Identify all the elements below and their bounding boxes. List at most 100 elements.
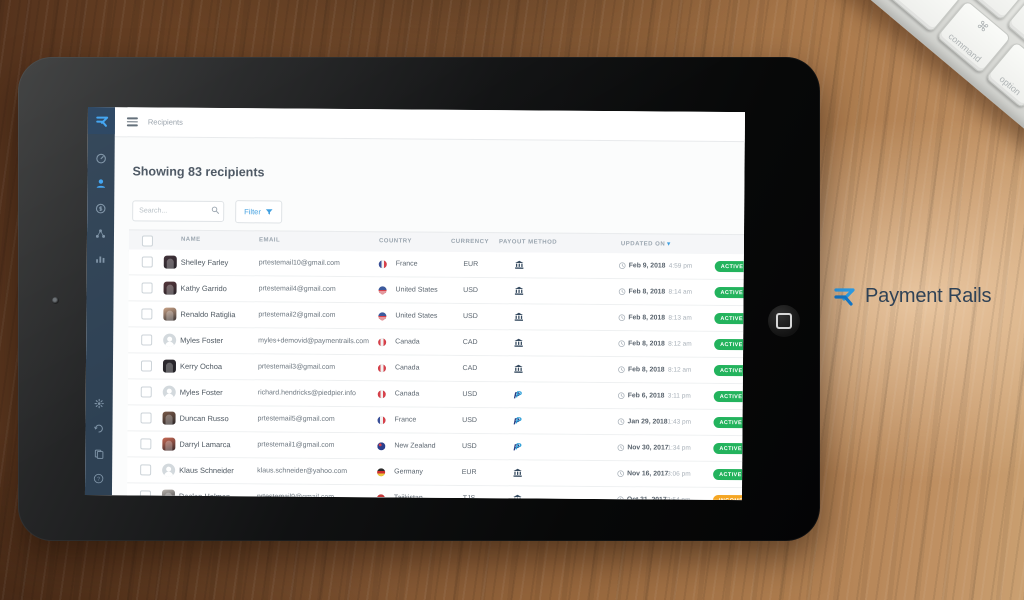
recipient-country: Canada: [394, 364, 420, 372]
sidebar-item-settings[interactable]: [86, 391, 113, 416]
recipient-name: Darryl Lamarca: [179, 439, 231, 450]
clock-icon: [617, 487, 624, 501]
sidebar-item-recipients[interactable]: [87, 171, 114, 196]
table-row[interactable]: Duncan Russo prtestemail5@gmail.com Fran…: [127, 405, 744, 437]
column-header-status[interactable]: STATUS: [744, 241, 745, 247]
row-checkbox[interactable]: [139, 490, 151, 501]
table-row[interactable]: Darryl Lamarca prtestemail1@gmail.com Ne…: [127, 431, 744, 463]
sidebar-item-history[interactable]: [85, 416, 112, 441]
docs-icon: [94, 449, 104, 459]
status-badge: ACTIVE: [714, 312, 744, 325]
row-checkbox[interactable]: [141, 308, 153, 320]
tablet-device: ? Recipients Showing 83 recipients: [18, 57, 820, 541]
updated-time: 4:59 pm: [668, 262, 693, 270]
svg-text:?: ?: [97, 477, 100, 483]
recipient-email: myles+demovid@paymentrails.com: [258, 337, 369, 346]
updated-time: 8:13 am: [668, 314, 692, 322]
row-checkbox[interactable]: [141, 256, 153, 268]
app-logo-icon: [95, 116, 108, 127]
column-header-email[interactable]: EMAIL: [258, 237, 281, 244]
table-row[interactable]: Myles Foster richard.hendricks@piedpier.…: [127, 379, 744, 411]
filter-button[interactable]: Filter: [235, 200, 282, 224]
updated-time: 1:34 pm: [667, 444, 691, 452]
payout-method: PP: [499, 252, 539, 277]
status-badge: ACTIVE: [713, 442, 744, 455]
table-row[interactable]: Kathy Garrido prtestemail4@gmail.com Uni…: [128, 275, 744, 307]
updated-time: 1:43 pm: [667, 418, 692, 426]
row-checkbox[interactable]: [140, 386, 152, 398]
payment-rails-logo-icon: [834, 288, 855, 306]
recipient-email: richard.hendricks@piedpier.info: [257, 389, 356, 398]
table-row[interactable]: Kerry Ochoa prtestemail3@gmail.com Canad…: [127, 353, 744, 385]
dashboard-icon: [96, 153, 106, 164]
avatar: [162, 359, 177, 373]
connections-icon: [95, 229, 106, 238]
sidebar-item-documentation[interactable]: [85, 441, 112, 466]
sidebar: ?: [84, 107, 115, 496]
recipient-currency: USD: [463, 286, 478, 295]
clock-icon: [617, 383, 625, 408]
recipients-icon: [96, 179, 105, 188]
sidebar-item-reports[interactable]: [87, 246, 114, 271]
row-checkbox[interactable]: [140, 360, 153, 372]
recipient-name: Myles Foster: [180, 335, 224, 346]
select-all-checkbox[interactable]: [141, 235, 153, 247]
country-flag-icon: [377, 467, 386, 476]
sidebar-item-connections[interactable]: [87, 221, 114, 246]
table-row[interactable]: Renaldo Ratiglia prtestemail2@gmail.com …: [128, 301, 744, 333]
updated-time: 3:11 pm: [667, 392, 691, 400]
recipient-name: Kathy Garrido: [180, 283, 227, 294]
row-checkbox[interactable]: [141, 334, 153, 346]
updated-date: Feb 8, 2018: [628, 340, 665, 348]
app-logo[interactable]: [87, 107, 115, 135]
payments-icon: [95, 203, 106, 214]
row-checkbox[interactable]: [140, 464, 152, 476]
home-button[interactable]: [768, 305, 800, 337]
help-icon: ?: [93, 473, 104, 484]
country-flag-icon: [378, 337, 387, 346]
avatar: [162, 385, 176, 399]
row-checkbox[interactable]: [140, 438, 152, 450]
clock-icon: [617, 409, 625, 434]
recipient-currency: USD: [462, 416, 477, 425]
row-checkbox[interactable]: [141, 282, 153, 294]
column-header-currency[interactable]: CURRENCY: [450, 238, 489, 246]
status-badge: ACTIVE: [714, 338, 744, 351]
table-row[interactable]: Shelley Farley prtestemail10@gmail.com F…: [128, 249, 744, 281]
column-header-country[interactable]: COUNTRY: [378, 238, 412, 245]
row-checkbox[interactable]: [140, 412, 152, 424]
command-key-label: command: [946, 31, 984, 65]
gear-icon: [94, 398, 104, 409]
recipient-currency: EUR: [463, 260, 479, 269]
filter-funnel-icon: [265, 209, 273, 215]
history-icon: [94, 424, 103, 433]
payout-method: PP: [498, 304, 538, 329]
avatar: [162, 437, 176, 451]
recipient-country: Germany: [394, 468, 423, 476]
topbar: Recipients: [114, 107, 745, 143]
hamburger-menu-icon[interactable]: [126, 117, 138, 127]
recipient-country: Canada: [394, 390, 420, 398]
table-row[interactable]: Klaus Schneider klaus.schneider@yahoo.co…: [127, 457, 744, 489]
sidebar-item-help[interactable]: ?: [85, 466, 112, 491]
option-key-label: option: [997, 73, 1023, 98]
column-header-name[interactable]: NAME: [180, 236, 201, 243]
column-header-updated-on[interactable]: UPDATED ON ▾: [620, 241, 671, 248]
recipient-name: Shelley Farley: [180, 257, 229, 268]
clock-icon: [617, 435, 625, 460]
column-header-payout-method[interactable]: PAYOUT METHOD: [498, 239, 558, 246]
table-rows: Shelley Farley prtestemail10@gmail.com F…: [126, 249, 744, 501]
bank-icon: [514, 286, 523, 295]
table-row[interactable]: Myles Foster myles+demovid@paymentrails.…: [128, 327, 744, 359]
bank-icon: [514, 312, 523, 321]
clock-icon: [618, 305, 626, 330]
sidebar-item-payments[interactable]: [87, 196, 114, 221]
sidebar-item-dashboard[interactable]: [87, 146, 114, 171]
payment-rails-app: ? Recipients Showing 83 recipients: [84, 107, 745, 501]
recipient-currency: EUR: [461, 468, 477, 477]
recipient-name: Kerry Ochoa: [179, 361, 223, 372]
recipient-email: prtestemail5@gmail.com: [257, 415, 335, 423]
